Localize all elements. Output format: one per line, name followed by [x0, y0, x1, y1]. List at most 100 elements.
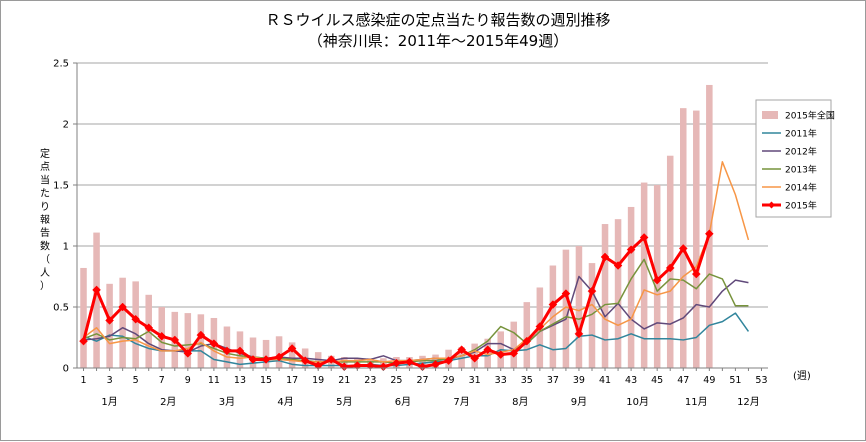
series-line-2014	[83, 161, 750, 363]
series-point-2015	[105, 316, 114, 325]
x-tick-label: 51	[729, 375, 741, 386]
bar-2015-national	[627, 206, 635, 368]
legend-box	[755, 99, 832, 218]
series-point-2015	[92, 285, 101, 295]
series-point-2015	[170, 335, 180, 345]
y-tick-label: 1.5	[53, 181, 69, 192]
bar-2015-national	[575, 246, 583, 368]
bar-2015-national	[80, 267, 87, 368]
legend-label: 2014年	[785, 182, 817, 194]
y-axis-title-char: ）	[40, 280, 50, 292]
bar-2015-national	[614, 219, 622, 368]
x-tick-label: 13	[234, 375, 246, 386]
series-point-2015	[535, 322, 545, 331]
y-axis-title-char: 当	[40, 173, 50, 186]
x-tick-label: 33	[495, 375, 507, 386]
legend-label: 2011年	[785, 128, 817, 140]
month-labels: 1月 2月 3月 4月 5月 6月 7月 8月 9月 10月 11月 12月	[101, 396, 759, 408]
bar-2015-national	[288, 342, 296, 368]
x-tick-label: 5	[133, 375, 139, 386]
bar-2015-national	[523, 302, 531, 368]
series-point-2015	[222, 346, 232, 356]
x-tick-label: 43	[625, 375, 637, 386]
legend-label: 2012年	[785, 146, 817, 158]
month-label: 7月	[453, 396, 469, 408]
x-tick-label: 15	[260, 375, 272, 386]
y-tick-label: 1	[63, 242, 69, 253]
bar-2015-national	[588, 263, 596, 368]
bar-2015-national	[262, 339, 270, 368]
month-label: 9月	[571, 396, 587, 408]
x-tick-label: 11	[208, 375, 220, 386]
series-point-2015	[405, 357, 414, 367]
series-point-2015	[248, 355, 258, 364]
bar-2015-national	[693, 110, 700, 368]
x-tick-label: 45	[651, 375, 663, 386]
series-point-2015	[522, 336, 532, 346]
series-point-2015	[691, 269, 701, 279]
series-point-2015	[131, 314, 141, 324]
y-tick-label: 0	[63, 364, 69, 375]
gridlines	[77, 62, 768, 308]
series-point-2015	[574, 329, 584, 339]
series-point-2015	[548, 300, 558, 309]
series-point-2015	[326, 355, 336, 364]
series-point-2015	[665, 263, 675, 273]
month-label: 12月	[737, 396, 760, 408]
series-point-2015	[483, 345, 493, 355]
month-label: 11月	[685, 396, 708, 408]
series-point-2015	[587, 286, 597, 296]
x-tick-label: 49	[703, 375, 715, 386]
axes	[73, 62, 768, 371]
x-tick-label: 41	[599, 375, 611, 386]
y-tick-labels: 0 0.5 1 1.5 2 2.5	[53, 59, 69, 375]
bar-2015-national	[119, 277, 126, 368]
legend-label: 2015年	[785, 200, 817, 212]
x-tick-label: 37	[547, 375, 559, 386]
x-tick-label: 1	[80, 375, 86, 386]
series-point-2015	[639, 233, 649, 242]
bar-2015-national	[93, 232, 100, 368]
y-axis-title-char: 数	[40, 239, 50, 252]
y-axis-title-char: 定	[40, 147, 50, 160]
series-point-2015	[196, 330, 206, 340]
bar-2015-national	[249, 337, 257, 368]
x-tick-label: 7	[159, 375, 165, 386]
series-point-2015	[600, 252, 610, 262]
series-point-2015	[613, 261, 623, 270]
x-tick-label: 9	[185, 375, 191, 386]
bar-2015-national	[601, 224, 609, 368]
month-label: 3月	[219, 396, 235, 408]
x-tick-label: 53	[755, 375, 767, 386]
bar-2015-national	[132, 281, 139, 368]
x-tick-label: 19	[312, 375, 324, 386]
series-point-2015	[626, 245, 636, 255]
legend: 2015年全国 2011年 2012年 2013年 2014年 2015年	[755, 99, 835, 218]
bar-2015-national	[275, 336, 283, 368]
bar-2015-national	[640, 182, 648, 368]
month-label: 8月	[512, 396, 528, 408]
series-point-2015	[392, 358, 401, 368]
x-tick-labels: 1 3 5 7 9 11 13 15 17 19 21 23 25 27 29 31 33 35 37 39 41 43 4…	[80, 375, 767, 386]
month-label: 4月	[277, 396, 293, 408]
series-line-2011	[83, 312, 750, 367]
series-point-2015	[274, 352, 284, 362]
x-tick-label: 27	[416, 375, 428, 386]
legend-swatch-marker	[768, 201, 775, 209]
x-tick-label: 47	[677, 375, 689, 386]
y-tick-label: 2	[63, 120, 69, 131]
x-tick-label: 35	[521, 375, 533, 386]
series-point-2015	[209, 339, 219, 348]
x-tick-label: 23	[364, 375, 376, 386]
bar-2015-national	[184, 313, 192, 368]
series-point-2015	[79, 336, 88, 346]
bar-2015-national	[562, 249, 570, 368]
series-point-2015	[704, 229, 714, 239]
x-tick-label: 29	[443, 375, 455, 386]
bar-2015-national	[197, 314, 205, 368]
bar-2015-national	[706, 84, 713, 369]
bar-2015-national	[106, 283, 113, 368]
month-label: 6月	[395, 396, 411, 408]
y-tick-label: 0.5	[53, 303, 69, 314]
